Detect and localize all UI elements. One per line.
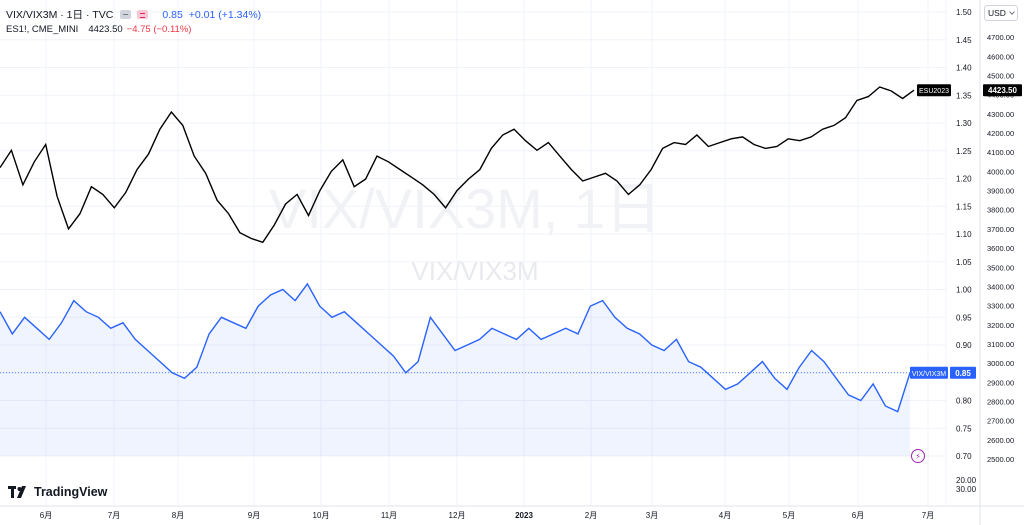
es-tick-label-20: 2800.00: [987, 397, 1014, 406]
lightning-icon[interactable]: ⚡: [911, 449, 925, 463]
main-value: 0.85: [162, 8, 183, 21]
remove-icon[interactable]: [137, 10, 149, 19]
ratio-series-area: [0, 283, 910, 456]
time-tick-label-12: 6月: [852, 511, 864, 520]
es-tick-label-13: 3500.00: [987, 263, 1014, 272]
es-tick-label-6: 4200.00: [987, 129, 1014, 138]
ratio-tick-label-5: 1.25: [956, 147, 972, 156]
time-tick-label-13: 7月: [922, 511, 934, 520]
ratio-tick-label-16: 0.70: [956, 452, 972, 461]
es-tick-label-2: 4600.00: [987, 52, 1014, 61]
ratio-tick-label-10: 1.00: [956, 286, 972, 295]
ratio-series-line: [0, 282, 911, 413]
es-tick-label-1: 4700.00: [987, 33, 1014, 42]
watermark-subtitle: VIX/VIX3M: [411, 256, 538, 286]
ratio-tick-label-0: 1.50: [956, 8, 972, 17]
es-series-tag-bg: [917, 84, 951, 97]
time-tick-label-1: 7月: [108, 511, 120, 520]
secondary-tick-label-0: 20.00: [956, 476, 977, 485]
ratio-tick-label-14: 0.80: [956, 397, 972, 406]
sub-series-legend[interactable]: ES1!, CME_MINI 4423.50 −4.75 (−0.11%): [6, 24, 191, 35]
es-tick-label-5: 4300.00: [987, 110, 1014, 119]
es-last-price: 4423.50: [988, 86, 1017, 95]
es-tick-label-17: 3100.00: [987, 340, 1014, 349]
time-tick-label-6: 12月: [449, 511, 466, 520]
time-tick-label-4: 10月: [313, 511, 330, 520]
time-tick-label-0: 6月: [40, 511, 52, 520]
ratio-tick-label-2: 1.40: [956, 64, 972, 73]
ratio-tick-label-4: 1.30: [956, 119, 972, 128]
time-tick-label-5: 11月: [381, 511, 397, 520]
secondary-tick-label-1: 30.00: [956, 485, 977, 494]
main-series-legend[interactable]: VIX/VIX3M · 1日 · TVC 0.85 +0.01 (+1.34%): [6, 7, 261, 22]
ratio-last-price: 0.85: [955, 369, 971, 378]
ratio-tick-label-3: 1.35: [956, 91, 972, 100]
es-last-price-bg: [983, 84, 1022, 97]
main-change: +0.01 (+1.34%): [188, 8, 262, 21]
time-tick-label-3: 9月: [248, 511, 260, 520]
ratio-series-tag: VIX/VIX3M: [912, 371, 946, 378]
es-price-axis[interactable]: 4700.004600.004500.004400.004300.004200.…: [987, 33, 1014, 464]
eye-icon[interactable]: [120, 10, 132, 19]
es-tick-label-12: 3600.00: [987, 244, 1014, 253]
main-symbol-title[interactable]: VIX/VIX3M · 1日 · TVC: [6, 9, 114, 21]
ratio-series-tag-bg: [910, 366, 948, 379]
sub-symbol-title[interactable]: ES1!, CME_MINI: [6, 24, 79, 35]
ratio-tick-label-1: 1.45: [956, 36, 972, 45]
ratio-tick-label-7: 1.15: [956, 202, 972, 211]
time-tick-label-8: 2月: [585, 511, 597, 520]
ratio-tick-label-6: 1.20: [956, 175, 972, 184]
es-series-tag: ESU2023: [919, 88, 949, 95]
ratio-price-axis[interactable]: 1.50 1.45 1.40 1.35 1.30 1.25 1.20 1.15 1.10 1.05…: [956, 8, 972, 461]
ratio-tick-label-15: 0.75: [956, 424, 972, 433]
time-axis[interactable]: 6月 7月 8月 9月 10月 11月 12月 2023 2月 3月 4月 5月 6月 7月: [40, 511, 934, 520]
es-tick-label-18: 3000.00: [987, 359, 1014, 368]
es-tick-label-16: 3200.00: [987, 321, 1014, 330]
es-tick-label-8: 4000.00: [987, 167, 1014, 176]
series-labels: ESU2023 4423.50 VIX/VIX3M 0.85: [910, 84, 1022, 379]
es-tick-label-11: 3700.00: [987, 225, 1014, 234]
es-tick-label-10: 3800.00: [987, 206, 1014, 215]
sub-value: 4423.50: [88, 24, 123, 35]
sub-change: −4.75 (−0.11%): [126, 24, 192, 35]
es-tick-label-14: 3400.00: [987, 282, 1014, 291]
es-series-line: [0, 86, 915, 244]
es-tick-label-23: 2500.00: [987, 455, 1014, 464]
es-tick-label-3: 4500.00: [987, 72, 1014, 81]
ratio-tick-label-9: 1.05: [956, 258, 972, 267]
watermark-title: VIX/VIX3M, 1日: [269, 177, 661, 240]
es-tick-label-15: 3300.00: [987, 302, 1014, 311]
es-tick-label-7: 4100.00: [987, 148, 1014, 157]
time-tick-label-10: 4月: [719, 511, 731, 520]
ratio-last-price-bg: [950, 366, 976, 379]
tradingview-logo[interactable]: TradingView: [8, 485, 107, 499]
time-tick-label-11: 5月: [783, 511, 795, 520]
tradingview-logo-icon: [8, 486, 26, 498]
time-tick-label-2: 8月: [172, 511, 184, 520]
time-tick-label-9: 3月: [646, 511, 658, 520]
ratio-tick-label-12: 0.90: [956, 341, 972, 350]
chevron-down-icon: [1009, 8, 1015, 15]
es-tick-label-19: 2900.00: [987, 378, 1014, 387]
grid-lines: [0, 0, 946, 506]
es-tick-label-21: 2700.00: [987, 417, 1014, 426]
currency-button[interactable]: USD: [984, 5, 1018, 21]
time-tick-label-7: 2023: [515, 511, 533, 520]
ratio-tick-label-11: 0.95: [956, 313, 972, 322]
currency-label: USD: [988, 8, 1006, 18]
branding-text: TradingView: [34, 485, 108, 499]
es-tick-label-9: 3900.00: [987, 187, 1014, 196]
es-tick-label-22: 2600.00: [987, 436, 1014, 445]
ratio-tick-label-8: 1.10: [956, 230, 972, 239]
